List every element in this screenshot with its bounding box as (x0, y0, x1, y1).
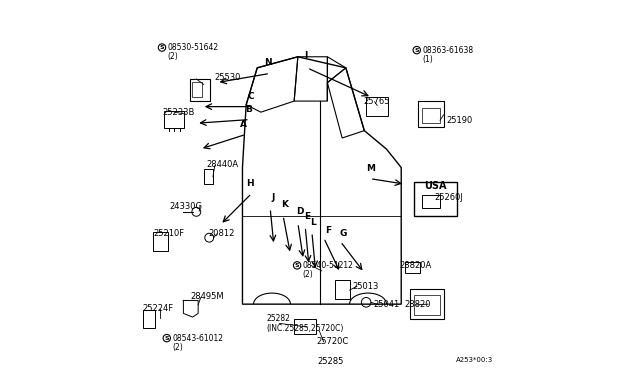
Text: 28440A: 28440A (206, 160, 239, 169)
Text: (2): (2) (303, 270, 314, 279)
Text: 08540-51212: 08540-51212 (303, 261, 353, 270)
Text: 25260J: 25260J (435, 193, 463, 202)
Text: F: F (325, 226, 331, 235)
Bar (294, 319, 316, 334)
Text: S: S (164, 336, 169, 341)
Bar (190, 79, 210, 101)
Text: 25190: 25190 (446, 116, 472, 125)
Text: H: H (246, 179, 253, 188)
Text: B: B (245, 105, 252, 114)
Bar (192, 82, 202, 97)
Bar (366, 97, 388, 116)
Bar (153, 232, 168, 251)
Text: 28495M: 28495M (190, 292, 223, 301)
Bar (164, 112, 184, 128)
Text: 28820A: 28820A (399, 261, 431, 270)
Text: 24330G: 24330G (170, 202, 202, 211)
Text: S: S (159, 45, 164, 50)
Text: 25765: 25765 (364, 97, 390, 106)
Text: N: N (264, 58, 272, 67)
Text: (2): (2) (172, 343, 183, 352)
Bar (422, 109, 440, 123)
Bar (204, 169, 213, 184)
Text: 25013: 25013 (353, 282, 379, 291)
Text: 08543-61012: 08543-61012 (172, 334, 223, 343)
Bar (418, 101, 444, 127)
Text: (2): (2) (168, 52, 179, 61)
Text: 25720C: 25720C (316, 337, 349, 346)
Text: 25530: 25530 (215, 73, 241, 81)
Text: E: E (303, 212, 310, 221)
Text: G: G (339, 229, 347, 238)
Text: 25233B: 25233B (163, 108, 195, 117)
Text: 25210F: 25210F (153, 230, 184, 238)
Text: S: S (415, 48, 419, 52)
Text: 25224F: 25224F (143, 304, 174, 313)
Text: S: S (295, 263, 300, 268)
Bar (422, 195, 440, 208)
Bar (414, 295, 440, 315)
Text: A253*00:3: A253*00:3 (456, 357, 493, 363)
Text: 20812: 20812 (209, 230, 235, 238)
Text: C: C (247, 92, 254, 101)
Bar (410, 289, 444, 319)
Bar (335, 280, 349, 299)
Text: (1): (1) (422, 55, 433, 64)
Text: 25285: 25285 (317, 357, 344, 366)
Text: 08530-51642: 08530-51642 (168, 43, 219, 52)
Bar (414, 182, 456, 215)
Bar (143, 310, 155, 328)
Text: I: I (304, 51, 308, 61)
Text: 08363-61638: 08363-61638 (422, 46, 474, 55)
Text: M: M (367, 164, 376, 173)
Text: D: D (296, 207, 304, 216)
Text: 28820: 28820 (404, 300, 431, 310)
Text: A: A (240, 120, 247, 129)
Text: USA: USA (424, 181, 447, 191)
Text: K: K (281, 200, 288, 209)
Text: 25041: 25041 (374, 300, 400, 310)
Text: 25282
(INC.25285,25720C): 25282 (INC.25285,25720C) (266, 314, 344, 333)
Text: L: L (310, 218, 316, 227)
Bar (405, 262, 420, 273)
Text: J: J (271, 192, 275, 202)
